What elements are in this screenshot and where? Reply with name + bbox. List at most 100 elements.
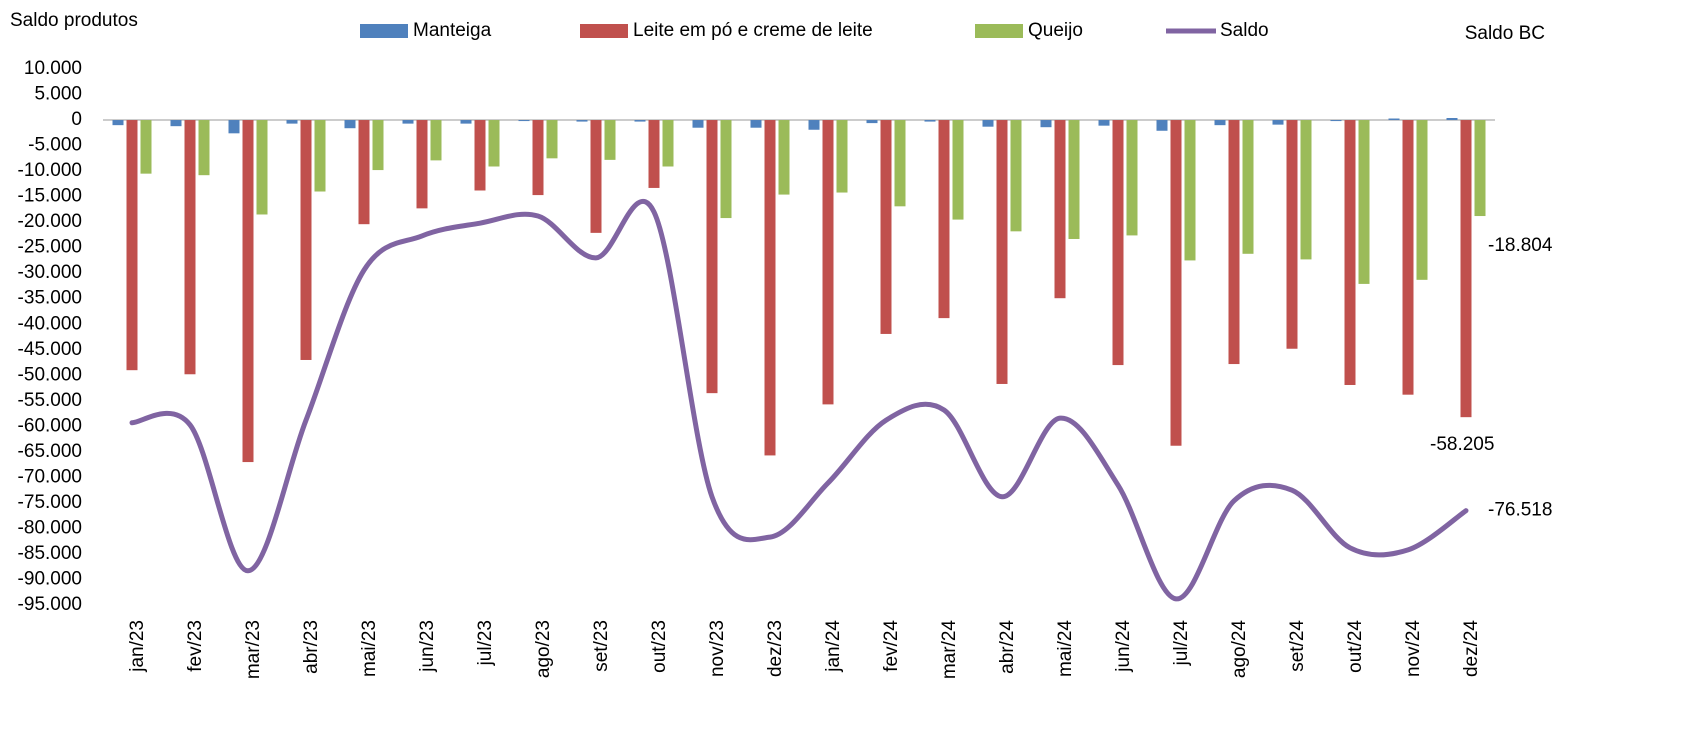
bar (416, 120, 428, 209)
legend-swatch (580, 24, 628, 38)
data-label: -58.205 (1430, 434, 1494, 455)
data-label: -76.518 (1488, 500, 1552, 521)
bar (1068, 120, 1080, 239)
bar (1228, 120, 1240, 365)
bar (1040, 120, 1052, 128)
y-tick-label: -90.000 (18, 568, 82, 589)
x-tick-label: jun/24 (1113, 620, 1134, 673)
bar (430, 120, 442, 161)
bar (228, 120, 240, 134)
bar (112, 120, 124, 126)
bar (720, 120, 732, 219)
x-tick-label: dez/23 (765, 620, 786, 677)
x-tick-label: jan/23 (127, 620, 148, 673)
y-tick-label: -60.000 (18, 415, 82, 436)
bar (184, 120, 196, 375)
x-tick-label: jul/24 (1171, 620, 1192, 667)
y-tick-label: -55.000 (18, 390, 82, 411)
x-tick-label: fev/23 (185, 620, 206, 672)
bar (750, 120, 762, 128)
bar (488, 120, 500, 167)
x-tick-label: ago/23 (533, 620, 554, 678)
bar (402, 120, 414, 124)
y-axis-title: Saldo produtos (10, 10, 138, 31)
bar (1156, 120, 1168, 131)
y-tick-label: -45.000 (18, 339, 82, 360)
y-tick-label: -50.000 (18, 364, 82, 385)
bar (1242, 120, 1254, 254)
bar (822, 120, 834, 405)
bar (126, 120, 138, 371)
x-tick-label: dez/24 (1461, 620, 1482, 677)
bar (604, 120, 616, 160)
x-tick-label: jun/23 (417, 620, 438, 673)
bar (866, 120, 878, 124)
y-tick-label: -15.000 (18, 186, 82, 207)
bar (1300, 120, 1312, 260)
bar (372, 120, 384, 171)
bar (706, 120, 718, 394)
x-tick-label: out/24 (1345, 620, 1366, 673)
bar (1184, 120, 1196, 261)
y-tick-label: -10.000 (18, 160, 82, 181)
bar (140, 120, 152, 174)
bar (576, 120, 588, 122)
x-tick-label: fev/24 (881, 620, 902, 672)
x-tick-label: mai/23 (359, 620, 380, 677)
bar (1344, 120, 1356, 385)
y-tick-label: -40.000 (18, 313, 82, 334)
bar (1416, 120, 1428, 280)
bar (836, 120, 848, 193)
y-tick-label: -65.000 (18, 441, 82, 462)
bar (286, 120, 298, 124)
y-tick-label: 5.000 (34, 84, 82, 105)
bar (938, 120, 950, 319)
y-tick-label: -30.000 (18, 262, 82, 283)
line (129, 199, 1469, 602)
bar (300, 120, 312, 360)
bar (242, 120, 254, 463)
x-tick-label: nov/23 (707, 620, 728, 677)
bar (924, 120, 936, 122)
bar (1446, 118, 1458, 121)
bar (170, 120, 182, 127)
bar (546, 120, 558, 159)
bar (764, 120, 776, 456)
bar (634, 120, 646, 122)
y-tick-label: -20.000 (18, 211, 82, 232)
bar (1330, 120, 1342, 122)
x-tick-label: out/23 (649, 620, 670, 673)
y-tick-label: -80.000 (18, 517, 82, 538)
bar (1358, 120, 1370, 284)
bar (1272, 120, 1284, 125)
x-tick-label: mai/24 (1055, 620, 1076, 677)
bar (692, 120, 704, 128)
bar (1126, 120, 1138, 236)
y-tick-label: -85.000 (18, 543, 82, 564)
bar (474, 120, 486, 191)
bar (982, 120, 994, 127)
y-tick-label: 0 (71, 109, 82, 130)
bar (460, 120, 472, 124)
bar (1460, 120, 1472, 418)
y-tick-label: -25.000 (18, 237, 82, 258)
bar (1286, 120, 1298, 349)
bar (1054, 120, 1066, 299)
bar (1010, 120, 1022, 232)
y-tick-label: -35.000 (18, 288, 82, 309)
bar (590, 120, 602, 233)
bar (1402, 120, 1414, 395)
bar (1170, 120, 1182, 446)
bar (894, 120, 906, 207)
bar (358, 120, 370, 225)
bar (952, 120, 964, 220)
y-tick-label: -5.000 (28, 135, 82, 156)
x-tick-label: jan/24 (823, 620, 844, 673)
x-tick-label: ago/24 (1229, 620, 1250, 679)
data-label: -18.804 (1488, 235, 1553, 256)
legend-label: Saldo (1220, 20, 1269, 41)
y2-axis-title: Saldo BC (1465, 23, 1545, 44)
bar (996, 120, 1008, 384)
x-tick-label: abr/24 (997, 620, 1018, 674)
bar (198, 120, 210, 176)
